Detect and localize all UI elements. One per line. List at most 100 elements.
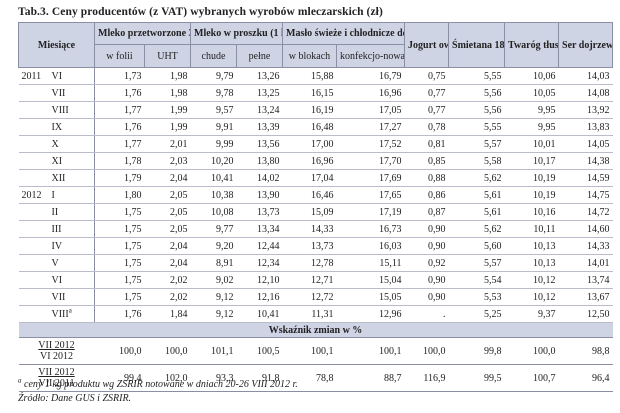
value-cell: 13,83 [558,118,613,136]
value-cell: 0,92 [404,254,449,272]
value-cell: 1,99 [144,118,191,136]
table-row: IV 1,75 2,04 9,20 12,44 13,73 16,03 0,90 5,60 10,… [18,237,613,255]
value-cell: 17,70 [336,152,405,170]
value-cell: 1,77 [94,135,145,153]
value-cell: 13,67 [558,288,613,306]
value-cell: 2,05 [144,186,191,204]
header-mleko-przetworzone: Mleko przetworzone 3-3,5% tł. (1 l) [94,22,191,45]
source-note: Źródło: Dane GUS i ZSRIR. [18,393,132,404]
value-cell: 2,04 [144,169,191,187]
value-cell: 15,88 [282,67,337,85]
month-label: VI [51,70,63,82]
subheader-uht: UHT [144,44,191,68]
year-label: 2011 [21,70,42,82]
value-cell: 0,75 [404,67,449,85]
value-cell: . [404,305,449,323]
value-cell: 10,11 [504,220,559,238]
month-label: VIII [51,104,69,116]
value-cell: 9,12 [190,288,237,306]
period-numerator: VII 2012 [38,340,75,351]
value-cell: 0,77 [404,101,449,119]
value-cell: 17,19 [336,203,405,221]
value-cell: 12,71 [282,271,337,289]
month-label: I [51,189,55,201]
value-cell: 1,84 [144,305,191,323]
index-value-cell: 100,0 [144,337,191,365]
value-cell: 16,79 [336,67,405,85]
value-cell: 12,10 [236,271,283,289]
table-row: 2012 I 1,80 2,05 10,38 13,90 16,46 17,65 0,86 5,6… [18,186,613,204]
price-table: Miesiące Mleko przetworzone 3-3,5% tł. (… [18,22,614,392]
value-cell: 14,60 [558,220,613,238]
month-label: XII [51,172,66,184]
value-cell: 5,58 [448,152,505,170]
value-cell: 5,25 [448,305,505,323]
value-cell: 5,56 [448,84,505,102]
value-cell: 14,75 [558,186,613,204]
period-denominator: VI 2012 [39,351,74,362]
month-cell: II [18,203,95,221]
value-cell: 14,59 [558,169,613,187]
value-cell: 0,86 [404,186,449,204]
value-cell: 2,05 [144,203,191,221]
value-cell: 2,05 [144,220,191,238]
value-cell: 0,90 [404,220,449,238]
index-value-cell: 98,8 [558,337,613,365]
period-numerator: VII 2012 [38,367,75,378]
table-row: XII 1,79 2,04 10,41 14,02 17,04 17,69 0,88 5,62 1… [18,169,613,187]
month-cell: V [18,254,95,272]
value-cell: 16,96 [336,84,405,102]
value-cell: 0,90 [404,288,449,306]
header-twarog: Twaróg tłusty (1 kg) [504,22,560,68]
value-cell: 12,16 [236,288,283,306]
value-cell: 16,96 [282,152,337,170]
value-cell: 10,19 [504,186,559,204]
index-value-cell: 99,5 [448,364,505,392]
value-cell: 1,76 [94,84,145,102]
value-cell: 13,39 [236,118,283,136]
month-label: VII [51,291,66,303]
index-value-cell: 116,9 [404,364,449,392]
value-cell: 13,73 [282,237,337,255]
month-cell: VIIIa [18,305,95,323]
month-cell: VIII [18,101,95,119]
footnote-text: ceny 1 kg produktu wg ZSRIR notowane w d… [24,379,298,390]
value-cell: 15,05 [336,288,405,306]
value-cell: 2,04 [144,254,191,272]
value-cell: 13,25 [236,84,283,102]
index-value-cell: 100,1 [336,337,405,365]
value-cell: 9,77 [190,220,237,238]
value-cell: 14,03 [558,67,613,85]
value-cell: 16,46 [282,186,337,204]
value-cell: 10,05 [504,84,559,102]
index-value-cell: 96,4 [558,364,613,392]
month-cell: XII [18,169,95,187]
subheader-pelne: pełne [236,44,283,68]
value-cell: 8,91 [190,254,237,272]
table-row: II 1,75 2,05 10,08 13,73 15,09 17,19 0,87 5,61 10… [18,203,613,221]
value-cell: 9,20 [190,237,237,255]
value-cell: 9,95 [504,101,559,119]
value-cell: 10,41 [236,305,283,323]
value-cell: 0,85 [404,152,449,170]
value-cell: 1,73 [94,67,145,85]
value-cell: 10,19 [504,169,559,187]
value-cell: 10,01 [504,135,559,153]
value-cell: 9,37 [504,305,559,323]
value-cell: 14,08 [558,84,613,102]
month-label: IX [51,121,63,133]
value-cell: 0,87 [404,203,449,221]
month-label: VII [51,87,66,99]
value-cell: 14,72 [558,203,613,221]
value-cell: 11,31 [282,305,337,323]
value-cell: 5,57 [448,254,505,272]
footnote-mark: a [18,376,22,385]
month-label: V [51,257,59,269]
table-row: VI 1,75 2,02 9,02 12,10 12,71 15,04 0,90 5,54 10,… [18,271,613,289]
value-cell: 1,75 [94,288,145,306]
value-cell: 10,12 [504,271,559,289]
value-cell: 12,78 [282,254,337,272]
index-value-cell: 100,0 [504,337,559,365]
value-cell: 9,02 [190,271,237,289]
